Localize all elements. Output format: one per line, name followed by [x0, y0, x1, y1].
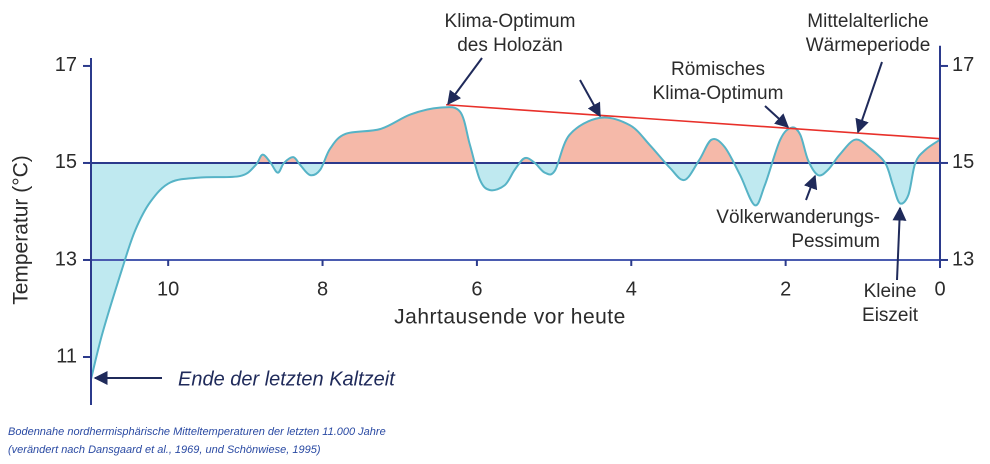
y2-tick-label: 13 — [952, 248, 974, 270]
annotation: Römisches — [671, 59, 765, 80]
y-axis-label: Temperatur (°C) — [10, 155, 33, 305]
annotation: Klima-Optimum — [653, 83, 784, 104]
x-tick-label: 8 — [317, 278, 328, 300]
x-tick-label: 0 — [934, 278, 945, 300]
x-tick-label: 4 — [626, 278, 637, 300]
caption-line: (verändert nach Dansgaard et al., 1969, … — [8, 444, 321, 456]
x-axis-label: Jahrtausende vor heute — [394, 306, 626, 329]
annotation: Eiszeit — [862, 305, 919, 326]
annotation-arrow — [579, 79, 601, 118]
y-tick-label: 15 — [55, 151, 77, 173]
annotation-arrow — [804, 174, 818, 201]
annotation-arrow — [447, 57, 483, 106]
x-tick-label: 6 — [471, 278, 482, 300]
y2-tick-label: 17 — [952, 54, 974, 76]
annotation: Wärmeperiode — [806, 35, 931, 56]
x-tick-label: 2 — [780, 278, 791, 300]
y2-tick-label: 15 — [952, 151, 974, 173]
y-tick-label: 17 — [55, 54, 77, 76]
annotation-arrow — [892, 206, 907, 281]
caption-line: Bodennahe nordhermisphärische Mitteltemp… — [8, 426, 386, 438]
annotation: Klima-Optimum — [445, 11, 576, 32]
annotation: Pessimum — [791, 231, 880, 252]
annotation: Kleine — [864, 281, 917, 302]
annotation: Völkerwanderungs- — [716, 207, 880, 228]
annotation: Ende der letzten Kaltzeit — [178, 368, 396, 390]
y-tick-label: 13 — [55, 248, 77, 270]
area-above — [91, 107, 940, 163]
x-tick-label: 10 — [157, 278, 179, 300]
annotation-arrow — [855, 61, 883, 134]
annotation: Mittelalterliche — [807, 11, 928, 32]
annotation: des Holozän — [457, 35, 563, 56]
y-tick-label: 11 — [56, 345, 77, 367]
temperature-line — [90, 106, 941, 380]
annotation-arrow — [764, 105, 790, 128]
